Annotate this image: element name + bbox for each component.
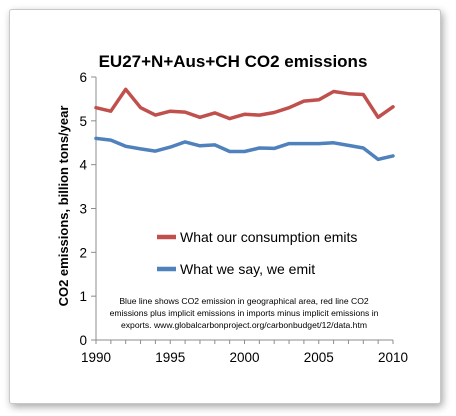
y-tick-label: 1 [79,289,87,304]
x-tick-label: 1990 [81,350,111,365]
chart-frame [9,9,441,404]
series-lines [94,87,395,162]
series-line-territorial [94,136,395,162]
annotation-line-1: Blue line shows CO2 emission in geograph… [119,296,369,306]
legend: What our consumption emits What we say, … [157,229,357,277]
y-tick-label: 3 [79,202,87,217]
y-axis-label: CO2 emissions, billion tons/year [56,106,71,307]
chart-title: EU27+N+Aus+CH CO2 emissions [99,52,368,71]
y-tick-label: 5 [79,114,87,129]
legend-label-territorial: What we say, we emit [180,261,315,277]
legend-label-consumption: What our consumption emits [180,229,357,245]
annotation-line-2: emissions plus implicit emissions in imp… [110,308,379,318]
x-tick-label: 2010 [378,350,408,365]
y-ticks: 0 1 2 3 4 5 6 [79,70,96,348]
y-tick-label: 0 [79,333,87,348]
annotation: Blue line shows CO2 emission in geograph… [110,296,379,330]
x-tick-label: 1995 [155,350,185,365]
x-tick-label: 2000 [229,350,259,365]
x-tick-label: 2005 [304,350,334,365]
series-line-consumption [94,87,395,121]
y-tick-label: 2 [79,245,87,260]
y-tick-label: 4 [79,158,87,173]
annotation-line-3: exports. www.globalcarbonproject.org/car… [121,320,367,330]
y-tick-label: 6 [79,70,87,85]
x-ticks: 1990 1995 2000 2005 2010 [81,340,408,365]
